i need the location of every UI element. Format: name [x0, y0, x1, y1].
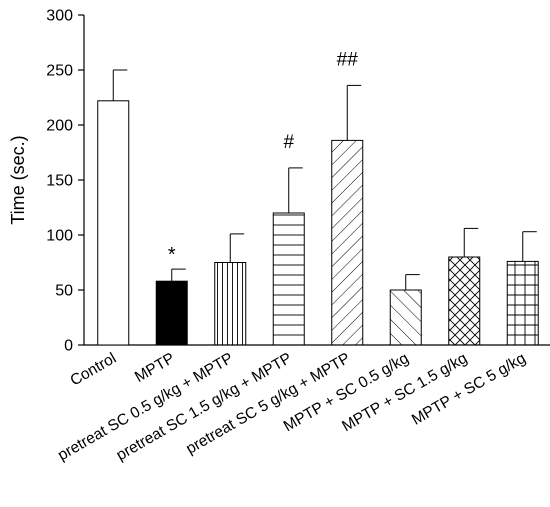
x-tick-label: MPTP: [132, 350, 178, 386]
bars: [97, 69, 539, 346]
labels: 0 50 100 150 200 250 300 Time (sec.) Control * MPT…: [8, 8, 529, 465]
y-tick-label: 250: [46, 63, 73, 80]
y-axis-title: Time (sec.): [8, 135, 28, 224]
significance-label: ##: [337, 49, 359, 70]
significance-label: *: [168, 244, 176, 266]
y-tick-label: 200: [46, 118, 73, 135]
y-tick-label: 150: [46, 173, 73, 190]
bar-6: [389, 289, 422, 346]
bar-4: [272, 212, 305, 346]
y-tick-label: 300: [46, 8, 73, 25]
significance-label: #: [283, 132, 294, 153]
y-tick-label: 0: [64, 338, 73, 355]
bar-8: [506, 260, 539, 346]
bar-5: [331, 139, 364, 346]
bar-1: [97, 100, 130, 346]
bar-2: [155, 280, 188, 346]
y-tick-label: 100: [46, 228, 73, 245]
bar-3: [214, 262, 247, 346]
bar-7: [448, 256, 481, 346]
y-tick-label: 50: [55, 283, 73, 300]
x-tick-label: Control: [67, 350, 119, 390]
